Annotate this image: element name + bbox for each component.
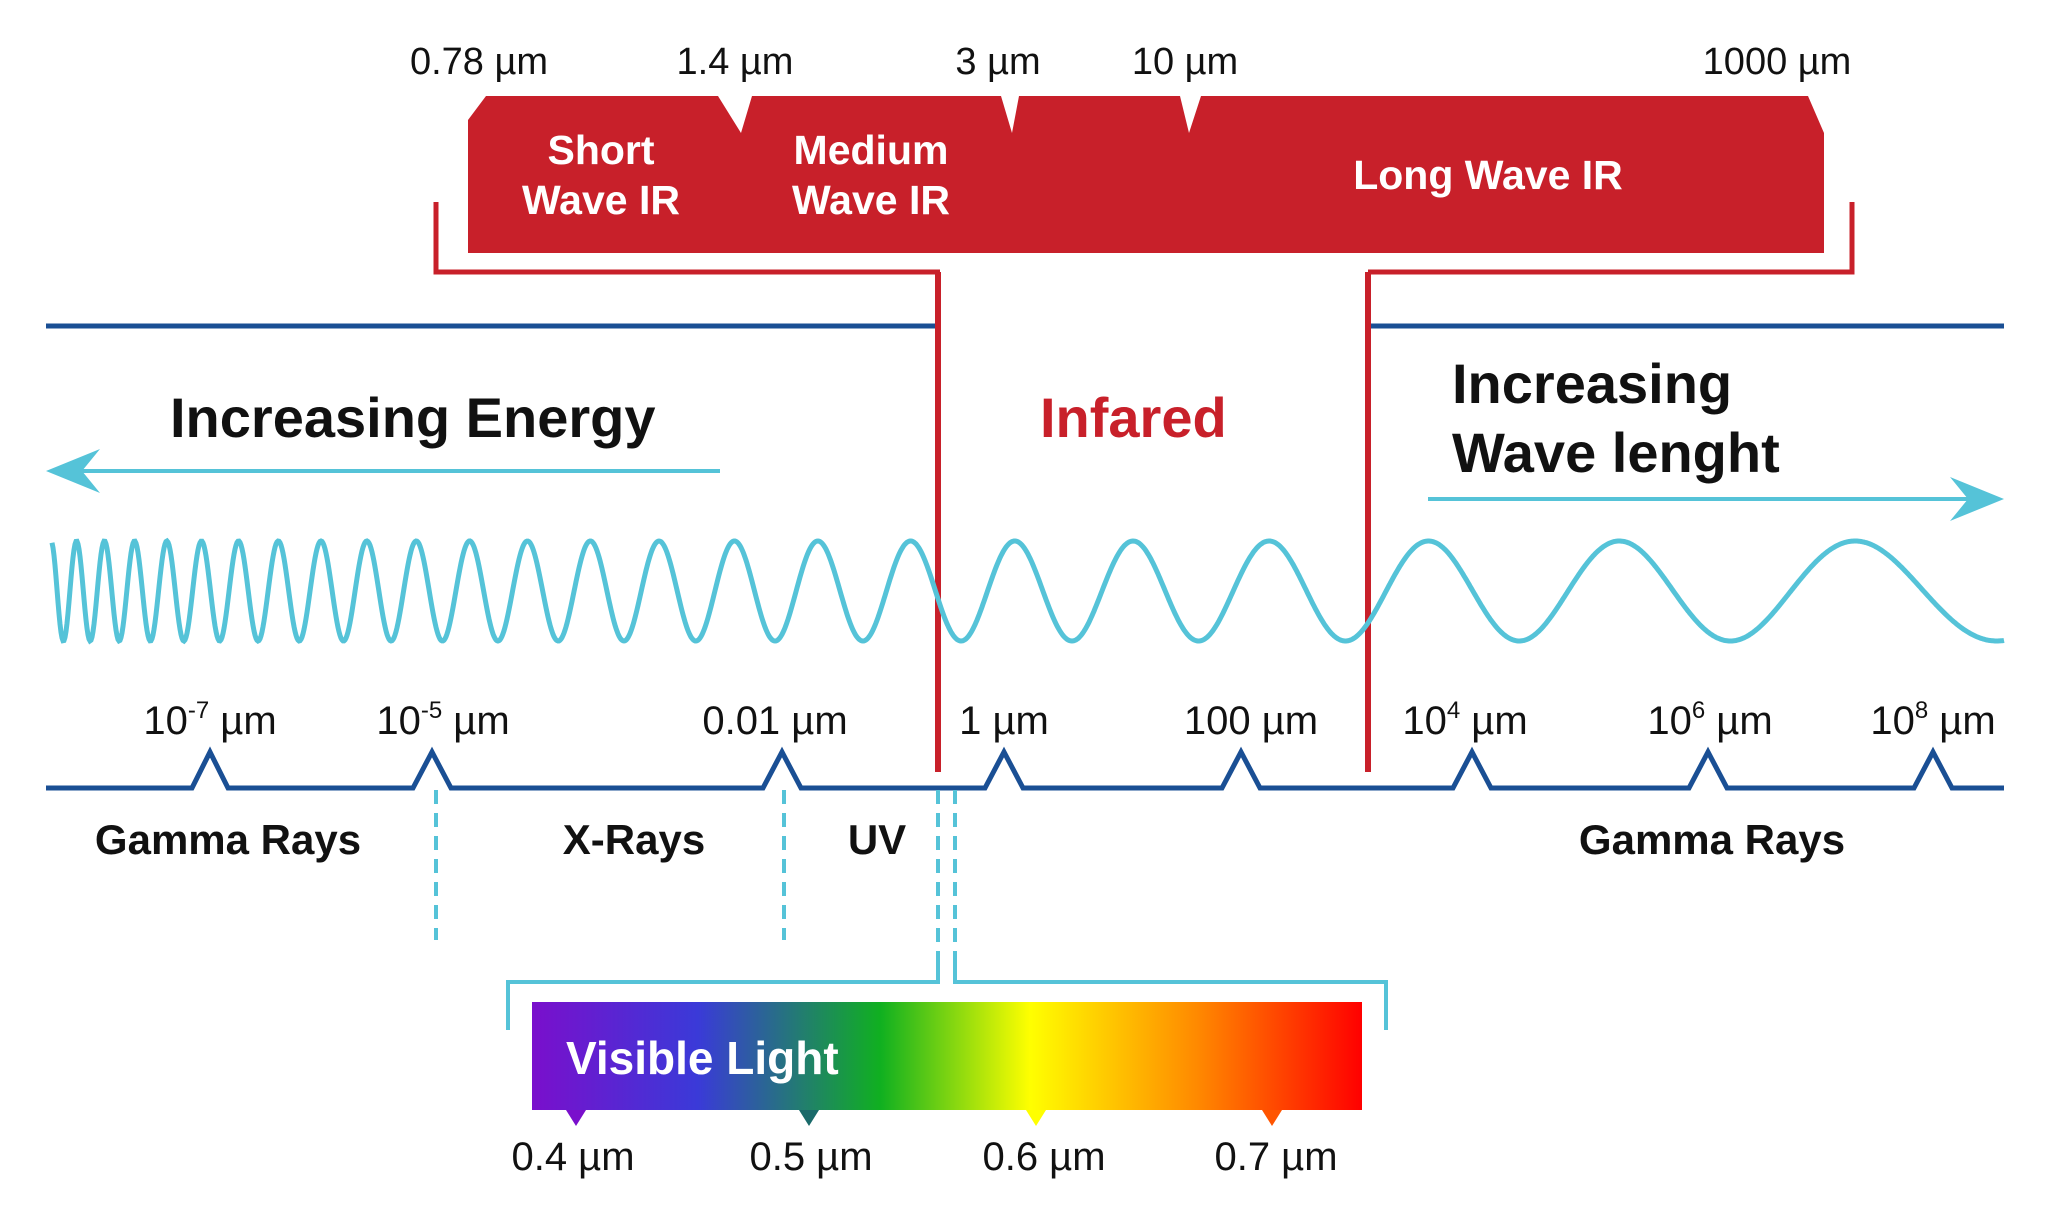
visible-tick-label: 0.6 µm [982,1135,1105,1179]
scale-tick-label: 108 µm [1870,697,1995,743]
scale-tick-label: 106 µm [1647,697,1772,743]
ir-bracket-right [1368,202,1855,275]
ir-boundary-label: 0.78 µm [410,41,548,83]
visible-light-bar [532,1002,1362,1110]
visible-tick-label: 0.4 µm [511,1135,634,1179]
visible-tick-marker [566,1110,586,1126]
region-label-xrays: X-Rays [563,816,705,863]
energy-arrow-head-icon [46,449,100,493]
scale-tick-label: 100 µm [1184,699,1318,743]
scale-tick-label: 10-5 µm [376,697,509,743]
medium-wave-ir-label: Wave IR [792,177,950,223]
region-label-gamma-right: Gamma Rays [1579,816,1845,863]
scale-tick-label: 0.01 µm [702,699,847,743]
wavelength-arrow-head-icon [1950,477,2004,521]
wavelength-axis [46,746,2004,791]
ir-bracket [433,202,940,275]
ir-boundary-label: 1000 µm [1703,41,1852,83]
scale-tick-label: 104 µm [1402,697,1527,743]
ir-boundary-label: 3 µm [955,41,1040,83]
increasing-energy-heading: Increasing Energy [170,386,656,449]
region-label-uv: UV [848,816,906,863]
visible-tick-marker [799,1110,819,1126]
long-wave-ir-label: Long Wave IR [1353,152,1623,198]
region-label-gamma-left: Gamma Rays [95,816,361,863]
short-wave-ir-label: Short [547,127,654,173]
visible-light-title: Visible Light [566,1032,839,1084]
visible-tick-label: 0.7 µm [1214,1135,1337,1179]
visible-tick-marker [1262,1110,1282,1126]
ir-boundary-label: 10 µm [1132,41,1238,83]
increasing-wavelength-heading: Increasing [1452,352,1732,415]
medium-wave-ir-label: Medium [794,127,949,173]
short-wave-ir-label: Wave IR [522,177,680,223]
visible-tick-marker [1026,1110,1046,1126]
increasing-wavelength-heading: Wave lenght [1452,421,1780,484]
visible-bracket-right [953,955,1388,1030]
visible-bracket [506,955,940,1030]
infrared-heading: Infared [1040,386,1227,449]
scale-tick-label: 10-7 µm [143,697,276,743]
ir-band-shape [468,96,1824,253]
ir-boundary-label: 1.4 µm [677,41,794,83]
wave-curve [49,537,2005,645]
visible-tick-label: 0.5 µm [749,1135,872,1179]
scale-tick-label: 1 µm [959,699,1049,743]
